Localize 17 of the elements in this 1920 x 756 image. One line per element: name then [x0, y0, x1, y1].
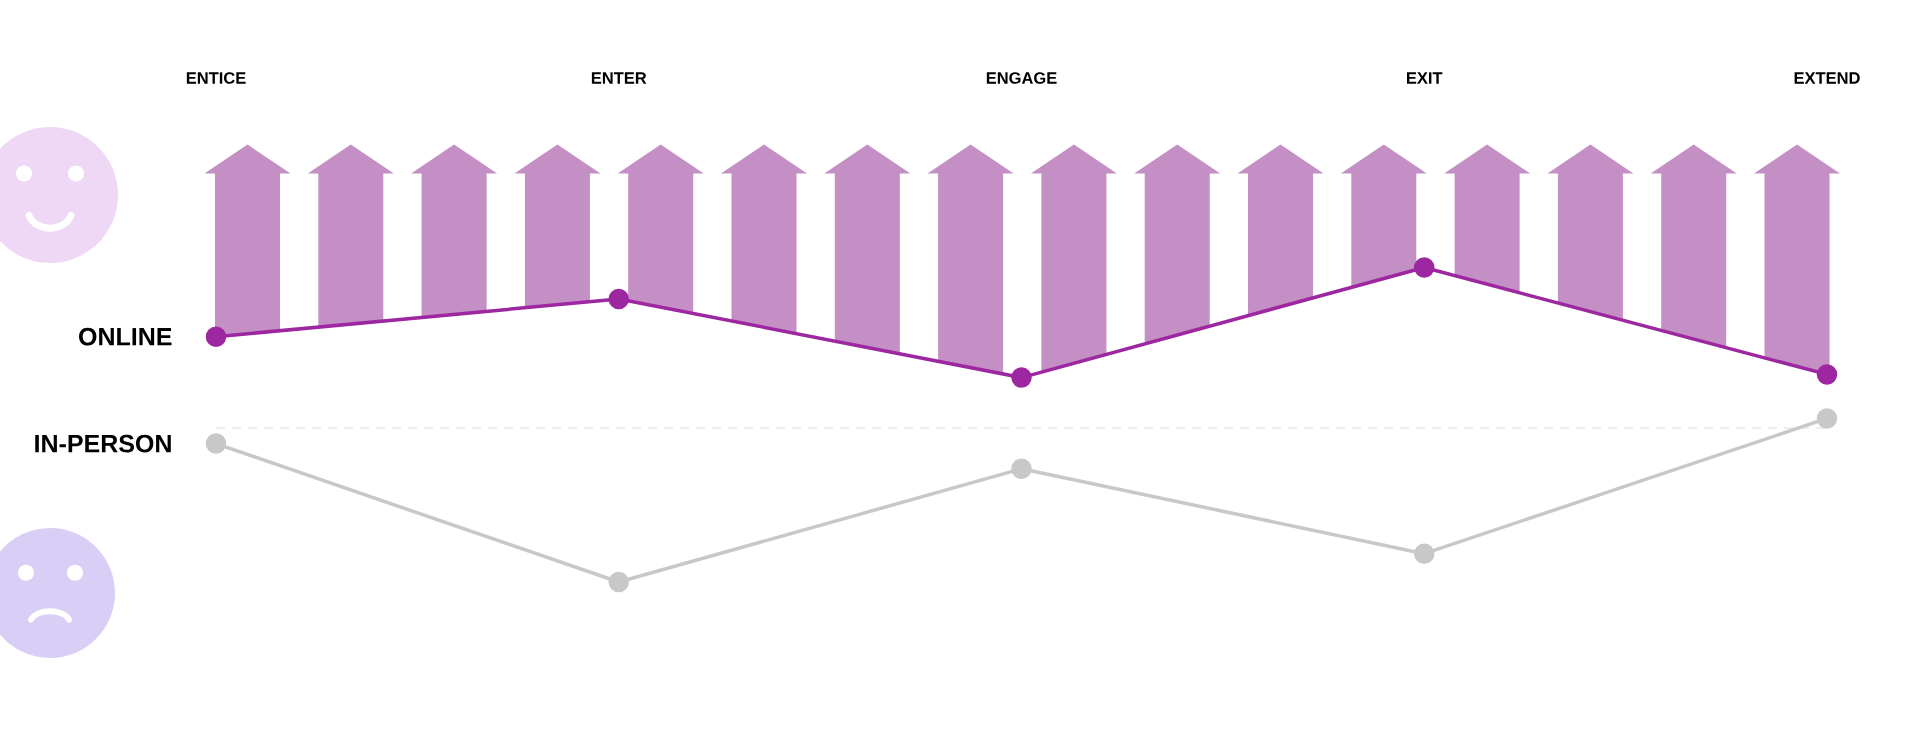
point: [205, 326, 227, 347]
x-tick-label: EXIT: [1406, 72, 1443, 84]
point: [1011, 458, 1032, 480]
point: [1413, 257, 1435, 278]
point: [1413, 543, 1435, 564]
x-tick-label: ENGAGE: [986, 72, 1057, 84]
point: [608, 571, 629, 593]
x-tick-label: ENTICE: [186, 72, 246, 84]
x-tick-label: EXTEND: [1794, 72, 1860, 84]
series-label: ONLINE: [79, 327, 172, 346]
point: [1816, 364, 1838, 385]
x-tick-label: ENTER: [591, 72, 647, 84]
point: [1011, 367, 1032, 388]
point: [205, 433, 227, 454]
point: [1816, 408, 1838, 429]
point: [608, 288, 629, 310]
series-label: IN-PERSON: [35, 434, 171, 453]
